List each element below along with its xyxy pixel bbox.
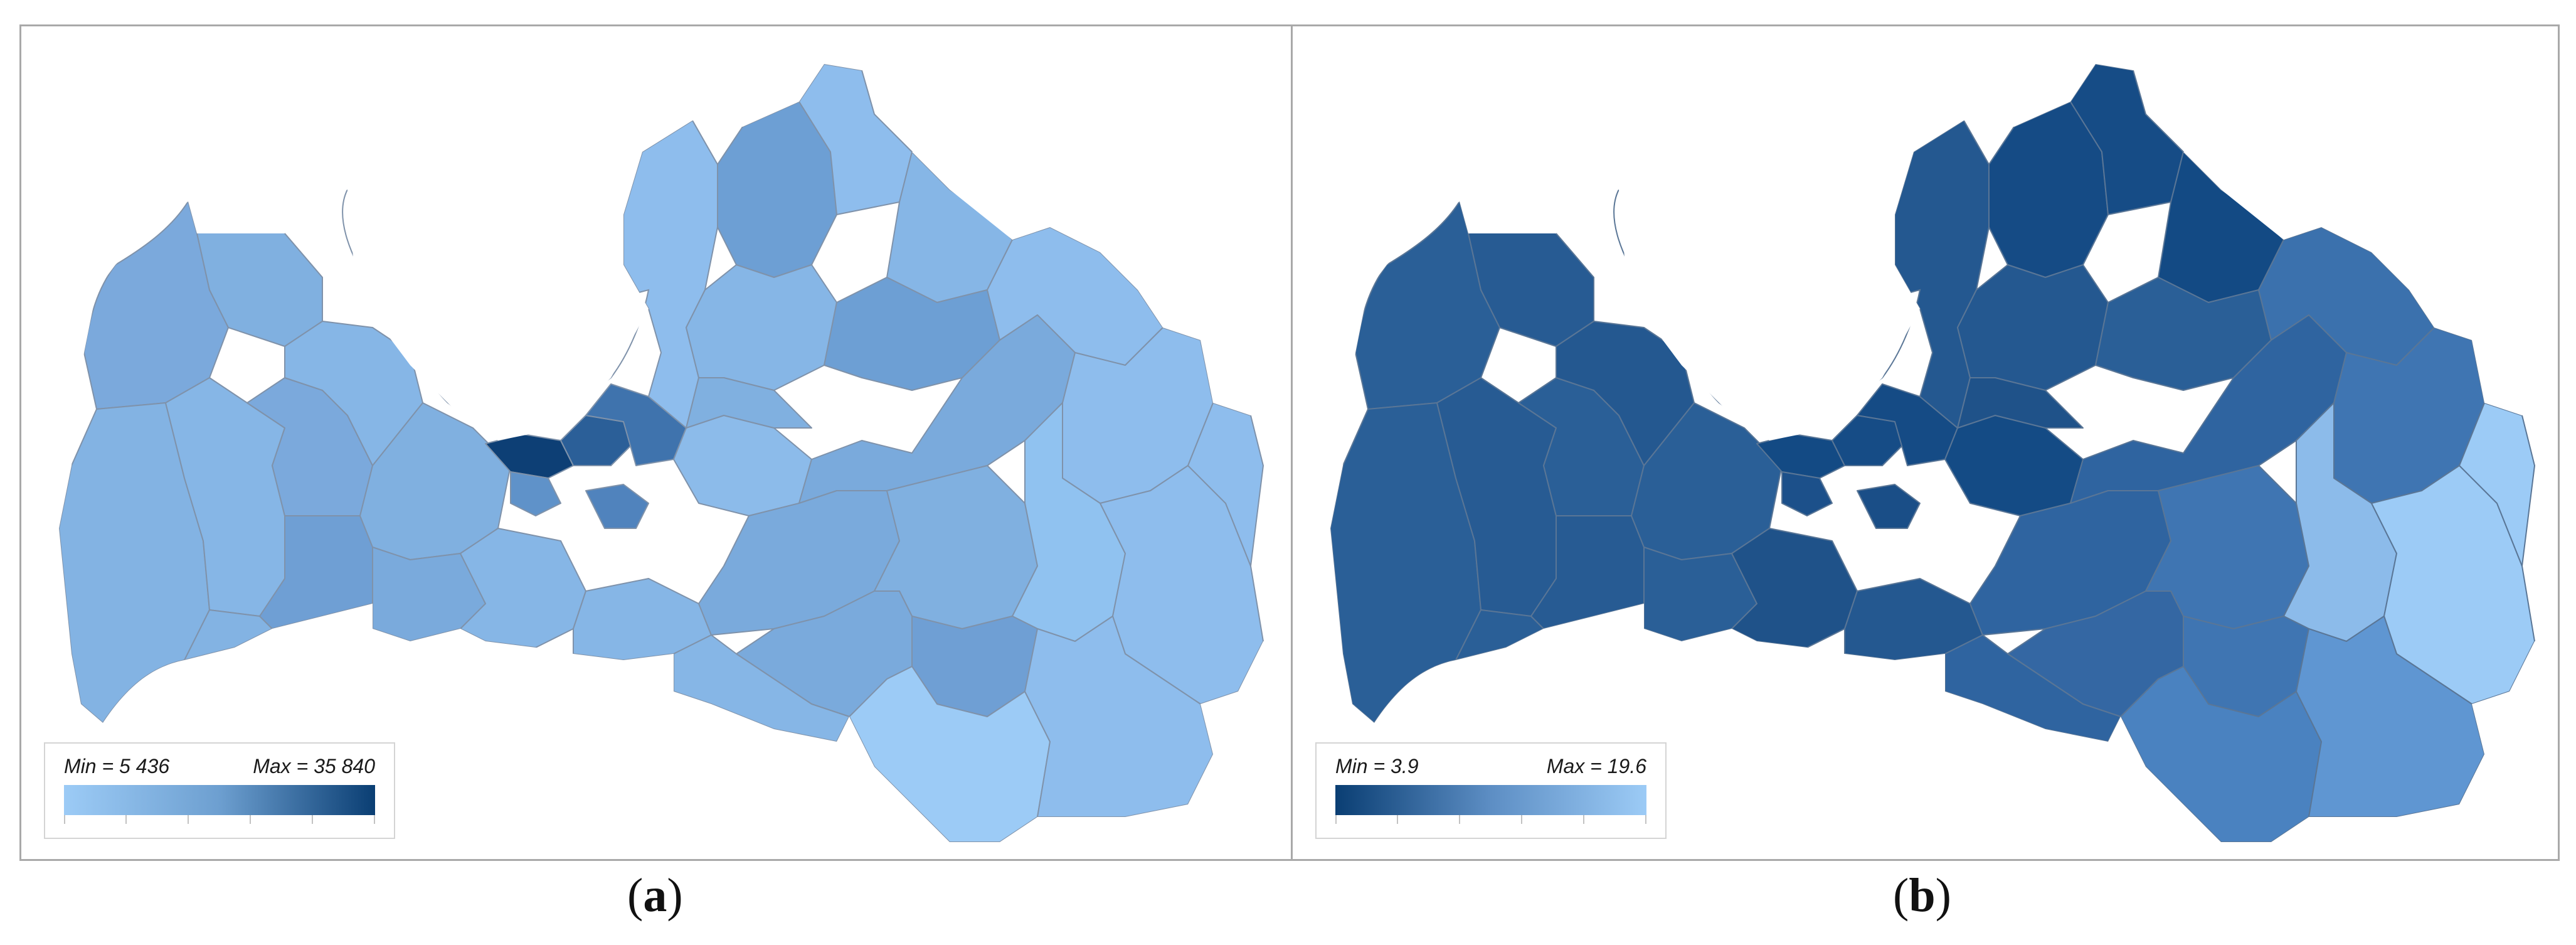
region-a-kurzeme-north bbox=[83, 201, 229, 410]
caption-letter: a bbox=[643, 869, 667, 922]
legend-tick bbox=[1645, 815, 1646, 824]
region-b-cesis bbox=[1957, 264, 2109, 391]
caption-open-paren: ( bbox=[627, 869, 644, 922]
choropleth-map-a bbox=[21, 26, 1293, 859]
legend-a: Min = 5 436 Max = 35 840 bbox=[44, 742, 395, 839]
legend-tick bbox=[250, 815, 251, 824]
legend-ticks bbox=[64, 815, 375, 825]
region-a-marupe bbox=[585, 484, 649, 529]
caption-close-paren: ) bbox=[1935, 869, 1951, 922]
region-a-jurmala bbox=[510, 471, 561, 516]
legend-tick bbox=[1335, 815, 1337, 824]
caption-b: (b) bbox=[1893, 868, 1951, 923]
caption-letter: b bbox=[1909, 869, 1936, 922]
legend-tick bbox=[125, 815, 127, 824]
legend-min-label: Min = 5 436 bbox=[64, 755, 170, 777]
region-b-jelgava bbox=[1731, 528, 1858, 648]
caption-open-paren: ( bbox=[1893, 869, 1909, 922]
region-a-jelgava bbox=[460, 528, 586, 648]
region-a-sigulda bbox=[686, 377, 812, 429]
region-a-ogre bbox=[673, 415, 812, 516]
legend-min-label: Min = 3.9 bbox=[1335, 755, 1419, 777]
map-panel-a: Min = 5 436 Max = 35 840 bbox=[19, 24, 1295, 861]
legend-max-label: Max = 19.6 bbox=[1546, 755, 1646, 777]
legend-color-bar bbox=[1335, 785, 1646, 815]
caption-close-paren: ) bbox=[667, 869, 683, 922]
legend-tick bbox=[312, 815, 313, 824]
legend-ticks bbox=[1335, 815, 1646, 825]
legend-tick bbox=[1459, 815, 1460, 824]
legend-tick bbox=[188, 815, 189, 824]
legend-color-bar bbox=[64, 785, 375, 815]
choropleth-map-b bbox=[1293, 26, 2558, 859]
caption-a: (a) bbox=[627, 868, 683, 923]
region-b-sigulda bbox=[1957, 377, 2084, 429]
legend-b: Min = 3.9 Max = 19.6 bbox=[1315, 742, 1667, 839]
legend-tick bbox=[64, 815, 65, 824]
map-panel-b: Min = 3.9 Max = 19.6 bbox=[1291, 24, 2560, 861]
legend-tick bbox=[374, 815, 375, 824]
region-b-marupe bbox=[1857, 484, 1921, 529]
legend-max-label: Max = 35 840 bbox=[253, 755, 375, 777]
region-b-kurzeme-north bbox=[1355, 201, 1500, 410]
legend-tick bbox=[1521, 815, 1522, 824]
region-a-cesis bbox=[686, 264, 837, 391]
region-b-jurmala bbox=[1781, 471, 1833, 516]
legend-tick bbox=[1397, 815, 1398, 824]
region-b-ogre bbox=[1944, 415, 2084, 516]
legend-tick bbox=[1583, 815, 1584, 824]
